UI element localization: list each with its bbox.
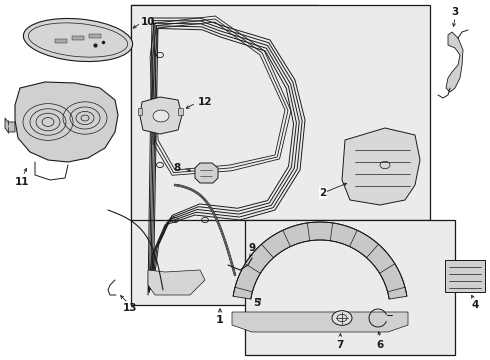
Text: 3: 3	[451, 7, 459, 17]
Bar	[131, 5, 317, 305]
Text: 6: 6	[376, 340, 384, 350]
Polygon shape	[233, 222, 407, 299]
Polygon shape	[140, 97, 182, 134]
Text: 2: 2	[319, 188, 327, 198]
Text: 12: 12	[198, 97, 213, 107]
Text: 11: 11	[15, 177, 29, 187]
Text: 7: 7	[336, 340, 343, 350]
Text: 10: 10	[141, 17, 155, 27]
Polygon shape	[342, 128, 420, 205]
Bar	[245, 220, 455, 355]
Ellipse shape	[24, 18, 133, 62]
Text: 13: 13	[123, 303, 137, 313]
Text: 9: 9	[248, 243, 256, 253]
Polygon shape	[5, 118, 15, 132]
Circle shape	[153, 110, 169, 122]
Bar	[445, 260, 485, 292]
Text: 8: 8	[173, 163, 181, 173]
Circle shape	[332, 311, 352, 325]
Polygon shape	[178, 108, 183, 115]
Bar	[89, 34, 101, 38]
Polygon shape	[148, 270, 205, 295]
Polygon shape	[446, 32, 463, 92]
Polygon shape	[15, 82, 118, 162]
Text: 5: 5	[253, 298, 261, 308]
Polygon shape	[138, 108, 142, 115]
Text: 4: 4	[471, 300, 479, 310]
Bar	[55, 39, 67, 43]
Bar	[72, 36, 84, 40]
Polygon shape	[195, 163, 218, 183]
Bar	[131, 5, 430, 220]
Polygon shape	[232, 312, 408, 332]
Text: 1: 1	[216, 315, 224, 325]
